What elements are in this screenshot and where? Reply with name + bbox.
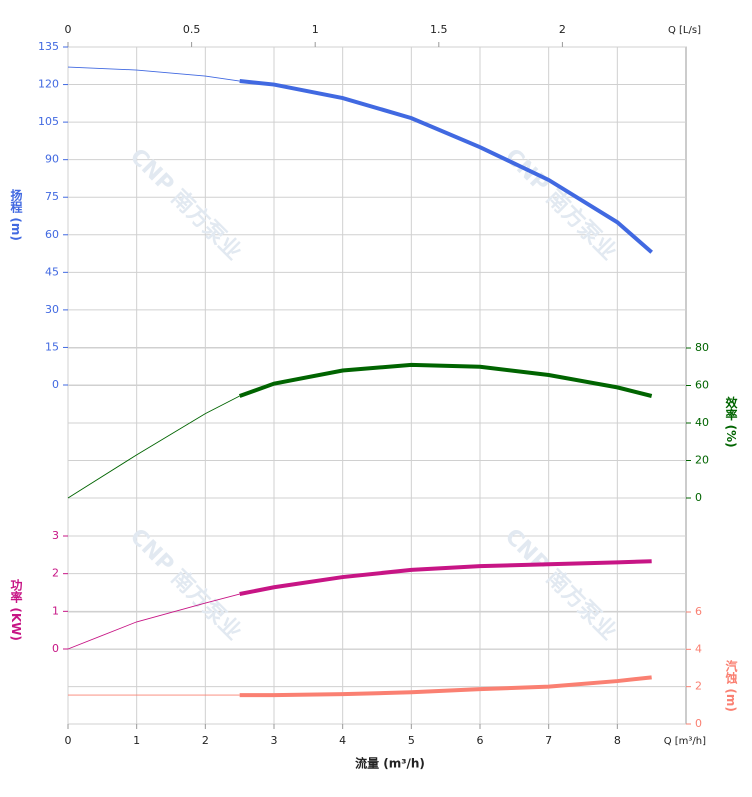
y-axis-label: 效率 (%) (724, 395, 738, 448)
y-tick-label: 1 (52, 604, 59, 617)
y-tick-label: 120 (38, 78, 59, 91)
x-tick-label: 5 (408, 734, 415, 747)
y-axis-label: 汽蚀 (m) (724, 659, 738, 712)
y-axis-label: 功率 (KW) (9, 578, 23, 641)
y-tick-label: 20 (695, 454, 709, 467)
x-unit-label: Q [m³/h] (664, 736, 706, 747)
y-tick-label: 4 (695, 642, 702, 655)
x2-tick-label: 1 (312, 23, 319, 36)
x2-tick-label: 2 (559, 23, 566, 36)
x-tick-label: 8 (614, 734, 621, 747)
x-tick-label: 4 (339, 734, 346, 747)
y-tick-label: 3 (52, 529, 59, 542)
curve (67, 395, 240, 499)
curve (67, 66, 240, 82)
x-tick-label: 3 (271, 734, 278, 747)
x-tick-label: 2 (202, 734, 209, 747)
y-tick-label: 0 (695, 491, 702, 504)
x-tick-label: 1 (133, 734, 140, 747)
curve (239, 559, 652, 596)
curve (67, 593, 240, 650)
y-tick-label: 6 (695, 605, 702, 618)
y-tick-label: 75 (45, 190, 59, 203)
y-tick-label: 90 (45, 153, 59, 166)
x-tick-label: 6 (477, 734, 484, 747)
watermark: CNP 南方泵业 (500, 143, 622, 265)
x-tick-label: 0 (65, 734, 72, 747)
x2-tick-label: 0.5 (183, 23, 201, 36)
y-tick-label: 40 (695, 416, 709, 429)
y-tick-label: 30 (45, 303, 59, 316)
y-tick-label: 15 (45, 340, 59, 353)
y-tick-label: 80 (695, 341, 709, 354)
watermark: CNP 南方泵业 (125, 523, 247, 645)
y-tick-label: 135 (38, 40, 59, 53)
curve (238, 362, 653, 398)
y-tick-label: 2 (695, 680, 702, 693)
watermark: CNP 南方泵业 (125, 143, 247, 265)
y-tick-label: 60 (45, 228, 59, 241)
x2-tick-label: 0 (65, 23, 72, 36)
x-tick-label: 7 (545, 734, 552, 747)
x2-unit-label: Q [L/s] (668, 25, 701, 36)
y-tick-label: 2 (52, 567, 59, 580)
curve (239, 79, 653, 254)
watermark: CNP 南方泵业 (500, 523, 622, 645)
y-tick-label: 0 (52, 642, 59, 655)
y-tick-label: 60 (695, 379, 709, 392)
grid (67, 46, 686, 725)
y-axis-label: 扬程 (m) (9, 188, 23, 241)
y-tick-label: 105 (38, 115, 59, 128)
curve (239, 675, 652, 698)
x2-tick-label: 1.5 (430, 23, 448, 36)
y-tick-label: 0 (52, 378, 59, 391)
y-tick-label: 0 (695, 717, 702, 730)
y-tick-label: 45 (45, 265, 59, 278)
x-axis-label: 流量 (m³/h) (355, 756, 425, 771)
